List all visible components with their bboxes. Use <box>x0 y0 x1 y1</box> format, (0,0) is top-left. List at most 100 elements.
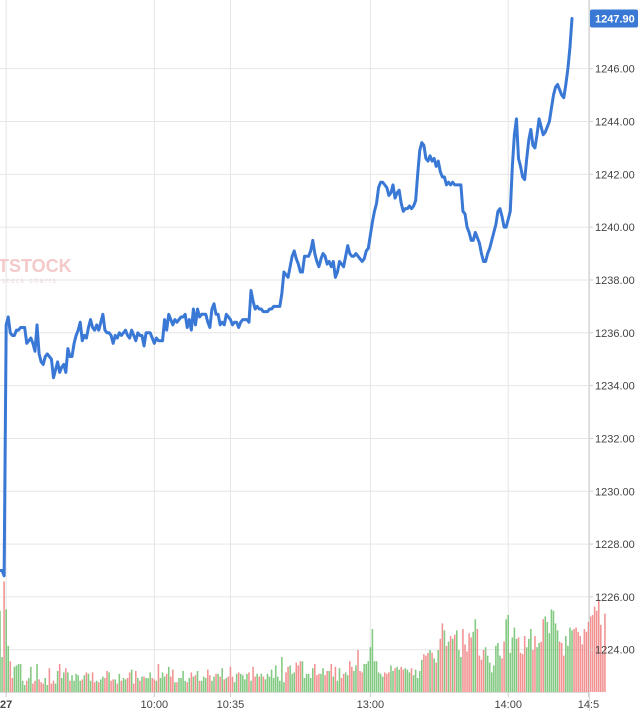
volume-bar <box>431 652 433 692</box>
volume-bar <box>569 627 571 692</box>
volume-bar <box>433 658 435 692</box>
volume-bar <box>75 673 77 692</box>
volume-bar <box>418 671 421 692</box>
volume-bar <box>554 623 557 692</box>
volume-bar <box>330 664 333 692</box>
volume-bar <box>464 644 466 692</box>
volume-bar <box>334 666 337 692</box>
volume-bar <box>437 650 440 692</box>
volume-bar <box>344 672 347 692</box>
volume-bar <box>575 627 577 692</box>
volume-bar <box>85 672 88 692</box>
volume-bar <box>583 629 586 692</box>
volume-bar <box>439 638 442 692</box>
volume-bar <box>540 641 542 692</box>
volume-bar <box>141 676 143 692</box>
volume-bar <box>591 615 594 692</box>
volume-bar <box>9 661 12 692</box>
volume-bar <box>373 661 376 692</box>
price-line[interactable] <box>0 16 574 578</box>
volume-bar <box>361 672 363 692</box>
volume-bar <box>400 666 403 692</box>
volume-bar <box>336 680 339 692</box>
volume-bar <box>517 637 520 692</box>
volume-bar <box>182 671 184 692</box>
gridlines <box>0 0 589 692</box>
volume-bar <box>505 619 507 692</box>
volume-bar <box>398 669 400 692</box>
volume-bar <box>155 680 158 692</box>
volume-bar <box>65 668 67 692</box>
volume-bar <box>252 666 254 692</box>
volume-bar <box>50 683 53 692</box>
volume-bar <box>153 679 156 692</box>
volume-bar <box>93 682 96 692</box>
volume-bar <box>587 622 590 692</box>
volume-bar <box>207 669 209 692</box>
volume-bar <box>573 629 575 692</box>
volume-bar <box>118 673 121 692</box>
volume-bar <box>124 679 127 692</box>
x-tick-label: 27 <box>0 699 12 711</box>
volume-bar <box>497 643 499 692</box>
time-axis[interactable]: 27 10:00 10:35 13:00 14:00 14:5 <box>0 692 599 711</box>
volume-bar <box>5 609 7 692</box>
volume-bar <box>130 669 133 692</box>
volume-bar <box>427 652 429 692</box>
volume-bar <box>301 661 304 692</box>
volume-bar <box>495 645 497 692</box>
volume-bar <box>435 662 437 692</box>
volume-bar <box>157 664 160 692</box>
volume-bar <box>38 679 40 692</box>
volume-bar <box>63 672 65 692</box>
volume-bar <box>377 672 380 692</box>
volume-bar <box>546 622 549 692</box>
volume-bar <box>52 680 55 692</box>
volume-bar <box>143 676 145 692</box>
volume-bar <box>501 658 503 692</box>
volume-bar <box>151 678 154 692</box>
y-tick-label: 1230.00 <box>595 486 635 498</box>
volume-bar <box>285 672 287 692</box>
volume-bar <box>447 641 450 692</box>
volume-bar <box>355 665 357 692</box>
volume-bar <box>316 675 318 692</box>
y-tick-label: 1240.00 <box>595 222 635 234</box>
volume-bar <box>250 680 252 692</box>
y-tick-label: 1228.00 <box>595 539 635 551</box>
volume-bar <box>381 676 384 692</box>
volume-bar <box>95 680 98 692</box>
volume-bar <box>429 650 431 692</box>
price-axis[interactable]: 1224.00 1226.00 1228.00 1230.00 1232.00 1234.… <box>589 64 635 657</box>
volume-bar <box>305 673 308 692</box>
volume-bar <box>536 647 538 692</box>
volume-bar <box>567 645 569 692</box>
y-tick-label: 1232.00 <box>595 433 635 445</box>
last-price-tag: 1247.90 <box>590 9 638 28</box>
volume-bar <box>176 682 178 692</box>
volume-bar <box>213 676 215 692</box>
volume-bar <box>32 683 34 692</box>
volume-bar <box>219 676 221 692</box>
y-tick-label: 1244.00 <box>595 116 635 128</box>
volume-bar <box>412 675 415 692</box>
volume-bar <box>550 609 553 692</box>
volume-bar <box>490 672 493 692</box>
x-tick-label: 13:00 <box>357 699 385 711</box>
volume-bar <box>122 678 125 692</box>
volume-bar <box>114 679 117 692</box>
volume-bar <box>579 636 582 692</box>
volume-bar <box>503 641 505 692</box>
volume-bar <box>126 678 129 692</box>
volume-bar <box>174 682 176 692</box>
volume-bar <box>585 631 588 692</box>
volume-bar <box>338 668 341 692</box>
volume-bar <box>120 680 123 692</box>
volume-bar <box>7 645 10 692</box>
volume-bar <box>328 671 330 692</box>
volume-bar <box>318 673 320 692</box>
volume-bar <box>383 672 386 692</box>
volume-bar <box>499 655 501 692</box>
